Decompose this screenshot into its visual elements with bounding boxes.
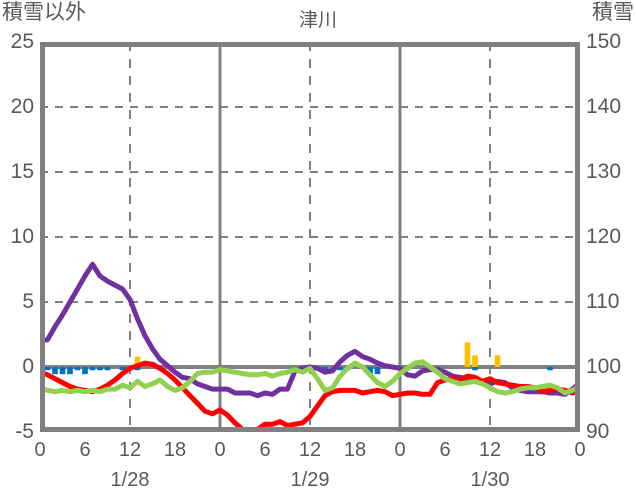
left-axis-title: 積雪以外 (2, 1, 86, 24)
bar (472, 355, 478, 367)
bar (97, 367, 103, 371)
x-tick: 18 (523, 439, 547, 461)
y-tick-right: 150 (586, 30, 622, 53)
y-tick-right: 140 (586, 95, 622, 118)
x-day-label: 1/28 (110, 469, 150, 491)
chart-canvas (40, 42, 580, 432)
bar (374, 367, 381, 375)
y-tick-left: 25 (10, 30, 34, 53)
chart-title: 津川 (298, 10, 337, 31)
y-tick-left: 5 (22, 290, 34, 313)
bar (464, 342, 471, 367)
x-tick: 12 (478, 439, 502, 461)
bar (67, 367, 73, 375)
y-tick-right: 100 (586, 355, 622, 378)
y-tick-left: 10 (10, 225, 34, 248)
x-tick: 6 (439, 439, 451, 461)
bar (134, 367, 141, 371)
bar (104, 367, 111, 371)
x-tick: 12 (298, 439, 322, 461)
x-tick: 18 (343, 439, 367, 461)
bar (59, 367, 66, 375)
red-line (40, 360, 580, 432)
x-tick: 18 (163, 439, 187, 461)
bar (52, 367, 58, 375)
x-tick: 0 (214, 439, 226, 461)
green-line (40, 359, 580, 396)
x-tick: 12 (118, 439, 142, 461)
x-tick: 6 (79, 439, 91, 461)
plot-area (40, 42, 580, 432)
x-tick: 6 (259, 439, 271, 461)
orange-bars (134, 342, 501, 367)
right-axis-title: 積雪 (592, 1, 634, 24)
y-tick-right: 90 (586, 420, 610, 443)
x-tick: 0 (574, 439, 586, 461)
bar (89, 367, 96, 371)
bar (494, 355, 501, 367)
bar (337, 367, 343, 371)
bar (119, 367, 126, 371)
x-tick: 0 (34, 439, 46, 461)
y-tick-left: 20 (10, 95, 34, 118)
bar (367, 367, 373, 375)
y-tick-left: -5 (15, 420, 34, 443)
x-tick: 0 (394, 439, 406, 461)
bar (472, 367, 478, 371)
x-day-label: 1/30 (470, 469, 510, 491)
y-tick-left: 15 (10, 160, 34, 183)
bar (82, 367, 88, 375)
bar (134, 356, 141, 367)
y-tick-right: 120 (586, 225, 622, 248)
bar (74, 367, 81, 371)
y-tick-right: 110 (586, 290, 620, 313)
y-tick-left: 0 (22, 355, 34, 378)
bar (547, 367, 553, 371)
bar (322, 367, 328, 371)
x-day-label: 1/29 (290, 469, 330, 491)
y-tick-right: 130 (586, 160, 622, 183)
bar (44, 367, 51, 371)
